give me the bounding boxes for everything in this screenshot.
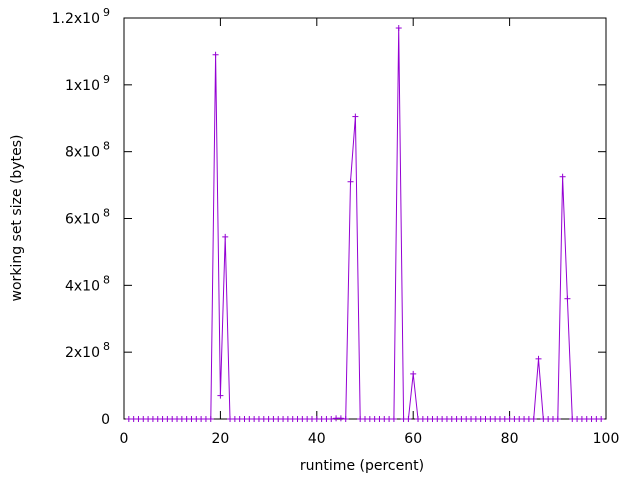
data-point — [559, 173, 566, 180]
plot-frame — [123, 17, 607, 420]
data-point — [564, 295, 571, 302]
series-group — [125, 25, 605, 422]
data-point — [554, 416, 561, 422]
y-tick-base: 0 — [101, 412, 110, 428]
data-point — [395, 25, 402, 32]
series-line — [128, 27, 602, 420]
x-tick-label: 0 — [120, 431, 129, 447]
data-point — [530, 416, 537, 422]
x-axis-ticks: 0 20 40 60 80 100 — [120, 18, 620, 447]
y-tick-label: 1x10 9 — [65, 73, 110, 94]
y-tick-exponent: 8 — [103, 207, 110, 220]
x-tick-label: 20 — [211, 431, 229, 447]
y-tick-exponent: 8 — [103, 340, 110, 353]
data-point — [212, 51, 219, 58]
y-tick-label: 6x10 8 — [65, 207, 110, 228]
y-tick-exponent: 8 — [103, 273, 110, 286]
data-point — [352, 113, 359, 120]
x-tick-label: 80 — [501, 431, 519, 447]
y-tick-base: 1.2x10 — [52, 11, 100, 27]
x-tick-label: 60 — [404, 431, 422, 447]
data-point — [328, 416, 335, 422]
data-point — [410, 370, 417, 377]
data-point — [207, 416, 214, 422]
data-point — [598, 416, 605, 422]
y-tick-base: 4x10 — [65, 278, 100, 294]
y-tick-label: 1.2x10 9 — [52, 6, 110, 27]
data-point — [405, 416, 412, 422]
data-point — [535, 355, 542, 362]
y-tick-label: 8x10 8 — [65, 140, 110, 161]
data-point — [390, 416, 397, 422]
y-tick-base: 1x10 — [65, 78, 100, 94]
y-tick-exponent: 9 — [103, 6, 110, 19]
y-tick-label: 2x10 8 — [65, 340, 110, 361]
y-tick-label: 4x10 8 — [65, 273, 110, 294]
x-axis-label: runtime (percent) — [300, 458, 424, 474]
y-tick-base: 8x10 — [65, 145, 100, 161]
y-tick-base: 6x10 — [65, 212, 100, 228]
data-point — [217, 392, 224, 399]
x-tick-label: 40 — [308, 431, 326, 447]
data-point — [337, 415, 344, 422]
y-tick-base: 2x10 — [65, 345, 100, 361]
data-point — [222, 233, 229, 240]
x-tick-label: 100 — [593, 431, 620, 447]
y-tick-exponent: 8 — [103, 140, 110, 153]
data-point — [347, 178, 354, 185]
y-tick-label: 0 — [101, 412, 110, 428]
data-point — [342, 416, 349, 422]
y-axis-label: working set size (bytes) — [9, 135, 25, 302]
y-tick-exponent: 9 — [103, 73, 110, 86]
